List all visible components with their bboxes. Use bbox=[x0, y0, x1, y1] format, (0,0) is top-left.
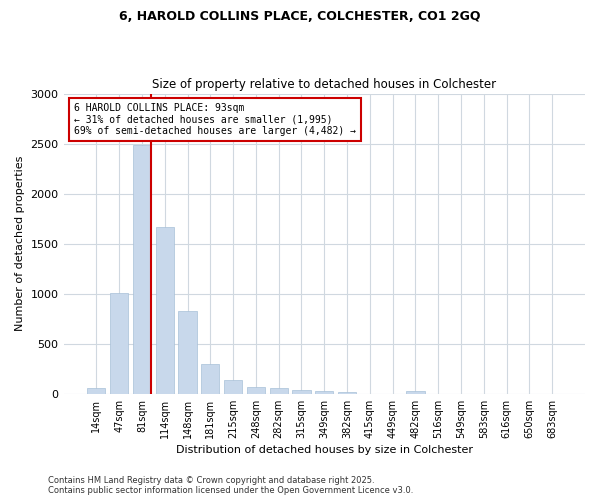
Bar bbox=[201, 364, 220, 394]
Bar bbox=[87, 388, 106, 394]
Title: Size of property relative to detached houses in Colchester: Size of property relative to detached ho… bbox=[152, 78, 496, 91]
Bar bbox=[155, 227, 174, 394]
Bar bbox=[178, 311, 197, 394]
Bar bbox=[110, 293, 128, 394]
Text: Contains HM Land Registry data © Crown copyright and database right 2025.
Contai: Contains HM Land Registry data © Crown c… bbox=[48, 476, 413, 495]
Bar bbox=[269, 388, 288, 394]
Bar bbox=[292, 390, 311, 394]
Bar bbox=[224, 380, 242, 394]
Bar bbox=[247, 388, 265, 394]
Bar bbox=[315, 391, 334, 394]
Text: 6 HAROLD COLLINS PLACE: 93sqm
← 31% of detached houses are smaller (1,995)
69% o: 6 HAROLD COLLINS PLACE: 93sqm ← 31% of d… bbox=[74, 102, 356, 136]
X-axis label: Distribution of detached houses by size in Colchester: Distribution of detached houses by size … bbox=[176, 445, 473, 455]
Bar bbox=[406, 391, 425, 394]
Bar bbox=[338, 392, 356, 394]
Bar bbox=[133, 144, 151, 394]
Text: 6, HAROLD COLLINS PLACE, COLCHESTER, CO1 2GQ: 6, HAROLD COLLINS PLACE, COLCHESTER, CO1… bbox=[119, 10, 481, 23]
Y-axis label: Number of detached properties: Number of detached properties bbox=[15, 156, 25, 332]
